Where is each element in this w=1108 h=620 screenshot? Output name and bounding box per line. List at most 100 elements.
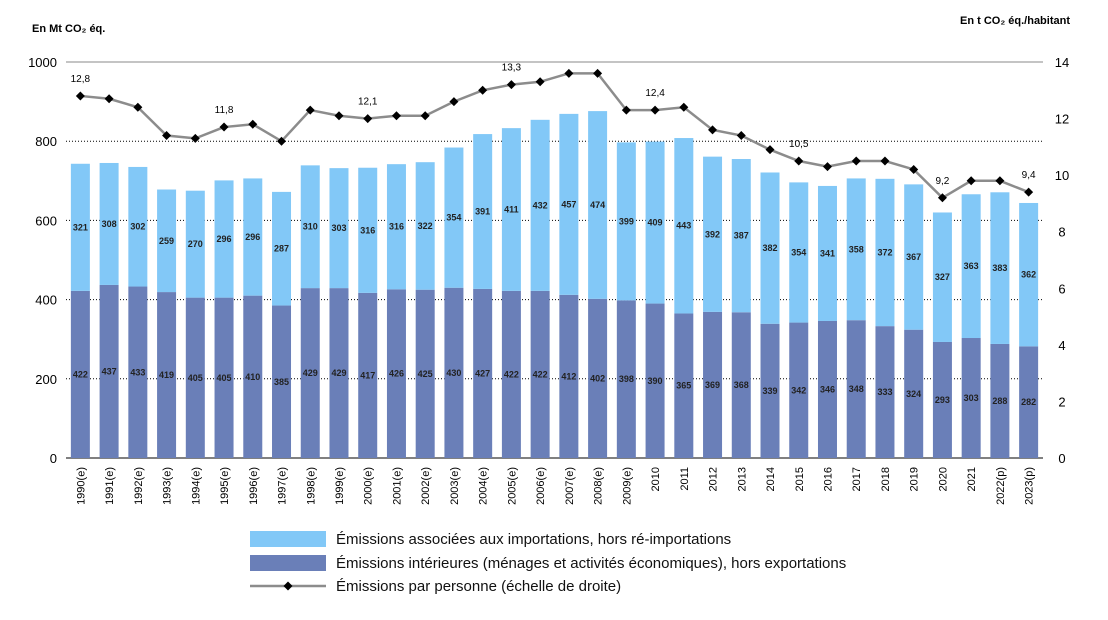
y2-tick-label: 14 (1055, 55, 1069, 70)
y2-tick-label: 12 (1055, 112, 1069, 127)
bar-label-imports: 270 (188, 239, 203, 249)
bar-imports (817, 185, 837, 321)
bar-label-domestic: 410 (245, 372, 260, 382)
per-capita-point (506, 80, 516, 90)
per-capita-point (880, 156, 890, 166)
per-capita-point (219, 122, 229, 132)
bar-label-imports: 383 (992, 263, 1007, 273)
bar-domestic (588, 298, 608, 458)
x-tick-label: 2019 (909, 467, 921, 491)
x-tick-label: 2004(e) (478, 467, 490, 505)
bar-imports (272, 191, 292, 306)
bar-imports (300, 165, 320, 289)
bar-label-imports: 296 (245, 232, 260, 242)
bar-label-imports: 362 (1021, 270, 1036, 280)
bar-imports (616, 142, 636, 301)
bar-label-domestic: 437 (102, 366, 117, 376)
y2-tick-label: 10 (1055, 168, 1069, 183)
x-tick-label: 2015 (794, 467, 806, 491)
bar-domestic (243, 295, 263, 458)
bar-domestic (789, 322, 809, 458)
bar-label-imports: 302 (130, 222, 145, 232)
x-tick-label: 2002(e) (420, 467, 432, 505)
bar-domestic (128, 286, 148, 458)
axes: En Mt CO₂ éq. En t CO₂ éq./habitant 0 200… (28, 15, 1070, 505)
bar-domestic (70, 290, 90, 458)
bar-domestic (674, 313, 694, 458)
gridlines (66, 61, 1043, 459)
bar-imports (990, 192, 1010, 344)
bar-label-imports: 432 (533, 200, 548, 210)
bar-domestic (731, 312, 751, 458)
legend-label: Émissions par personne (échelle de droit… (336, 578, 621, 595)
bar-domestic (214, 297, 234, 458)
per-capita-point (650, 105, 660, 115)
y-tick-label: 200 (35, 372, 57, 387)
bar-imports (961, 194, 981, 339)
per-capita-annotation: 12,4 (645, 88, 665, 99)
per-capita-point (420, 111, 430, 121)
bar-label-domestic: 333 (877, 387, 892, 397)
x-tick-label: 2001(e) (391, 467, 403, 505)
bar-imports (559, 113, 579, 295)
bar-label-domestic: 430 (446, 368, 461, 378)
bar-label-domestic: 324 (906, 389, 921, 399)
y-tick-label: 0 (50, 451, 57, 466)
legend-swatch (250, 531, 326, 547)
per-capita-point (133, 102, 143, 112)
per-capita-line-path (80, 72, 1030, 200)
bar-label-domestic: 412 (561, 371, 576, 381)
bar-imports (415, 162, 435, 290)
bar-label-domestic: 282 (1021, 397, 1036, 407)
per-capita-point (794, 156, 804, 166)
bar-label-domestic: 346 (820, 384, 835, 394)
bar-label-domestic: 368 (734, 380, 749, 390)
x-tick-label: 2021 (966, 467, 978, 491)
bar-imports (789, 182, 809, 323)
bar-label-imports: 391 (475, 206, 490, 216)
per-capita-annotation: 12,8 (71, 74, 91, 85)
y-tick-label: 400 (35, 293, 57, 308)
bar-imports (530, 119, 550, 291)
bar-imports (731, 159, 751, 313)
bar-label-imports: 382 (762, 243, 777, 253)
x-tick-label: 2020 (937, 467, 949, 491)
y-tick-label: 800 (35, 134, 57, 149)
x-tick-label: 2017 (851, 467, 863, 491)
bar-label-domestic: 417 (360, 370, 375, 380)
bar-label-domestic: 422 (504, 369, 519, 379)
bar-label-domestic: 427 (475, 368, 490, 378)
bar-label-imports: 457 (561, 199, 576, 209)
bar-label-domestic: 422 (533, 369, 548, 379)
bars (70, 111, 1039, 458)
bar-domestic (444, 287, 464, 458)
x-tick-label: 2018 (880, 467, 892, 491)
per-capita-point (679, 102, 689, 112)
per-capita-annotation: 9,2 (935, 176, 949, 187)
y2-tick-label: 0 (1058, 451, 1065, 466)
per-capita-point (75, 91, 85, 101)
bar-label-domestic: 425 (418, 369, 433, 379)
per-capita-point (334, 111, 344, 121)
bar-label-domestic: 405 (217, 373, 232, 383)
bar-imports (386, 164, 406, 290)
bar-domestic (760, 323, 780, 458)
bar-domestic (961, 338, 981, 458)
bar-domestic (272, 305, 292, 458)
x-tick-label: 1997(e) (277, 467, 289, 505)
bar-label-domestic: 429 (303, 368, 318, 378)
bar-domestic (559, 294, 579, 458)
bar-domestic (473, 288, 493, 458)
per-capita-annotation: 9,4 (1022, 170, 1036, 181)
per-capita-point (248, 119, 258, 129)
bar-imports (645, 141, 665, 304)
bar-label-domestic: 422 (73, 369, 88, 379)
per-capita-annotation: 12,1 (358, 97, 378, 108)
bar-label-imports: 399 (619, 216, 634, 226)
bar-label-imports: 296 (217, 234, 232, 244)
per-capita-point (937, 193, 947, 203)
left-axis-title: En Mt CO₂ éq. (32, 23, 105, 35)
bar-domestic (386, 289, 406, 458)
bar-label-domestic: 342 (791, 385, 806, 395)
y2-tick-label: 6 (1058, 281, 1065, 296)
